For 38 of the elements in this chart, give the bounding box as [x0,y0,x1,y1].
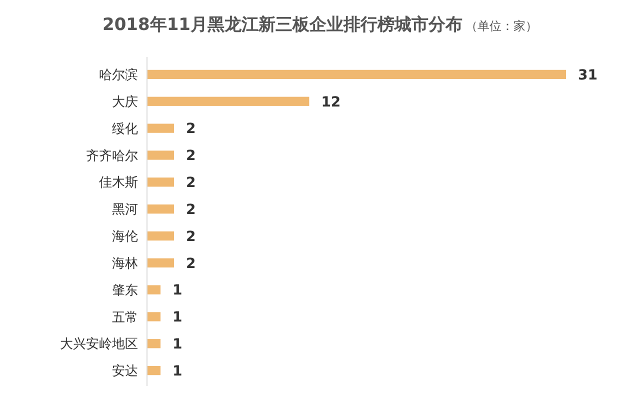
y-tick-label: 绥化 [112,122,138,137]
chart-subtitle: （单位：家） [465,19,538,33]
data-label: 12 [321,94,341,110]
data-label: 1 [172,363,182,380]
data-label: 2 [186,256,196,272]
y-tick-label: 肇东 [112,283,138,298]
y-tick-label: 齐齐哈尔 [86,148,138,164]
bar [147,231,174,241]
bar [147,70,566,80]
bar [147,339,161,348]
data-label: 2 [186,121,196,138]
bar [147,124,174,133]
data-label: 2 [186,202,196,218]
bar [147,285,161,294]
data-label: 1 [172,310,182,326]
bar [147,178,174,187]
bar [147,258,174,268]
data-label: 1 [172,282,182,299]
y-tick-label: 黑河 [112,202,138,218]
data-label: 1 [172,336,182,353]
y-tick-label: 佳木斯 [99,176,138,191]
y-tick-label: 安达 [112,363,138,380]
data-label: 2 [186,228,196,245]
y-tick-label: 海伦 [112,230,138,245]
y-tick-label: 五常 [112,310,138,326]
bar [147,312,161,322]
data-label: 2 [186,148,196,164]
y-tick-label: 海林 [112,256,138,272]
data-label: 2 [186,175,196,192]
data-label: 31 [578,67,598,84]
y-tick-label: 哈尔滨 [99,67,138,84]
y-tick-label: 大庆 [112,94,138,110]
chart-title: 2018年11月黑龙江新三板企业排行榜城市分布 [102,15,462,35]
bar [147,366,161,376]
bar [147,150,174,160]
y-tick-label: 大兴安岭地区 [60,336,138,352]
bar [147,204,174,214]
bar [147,96,310,106]
